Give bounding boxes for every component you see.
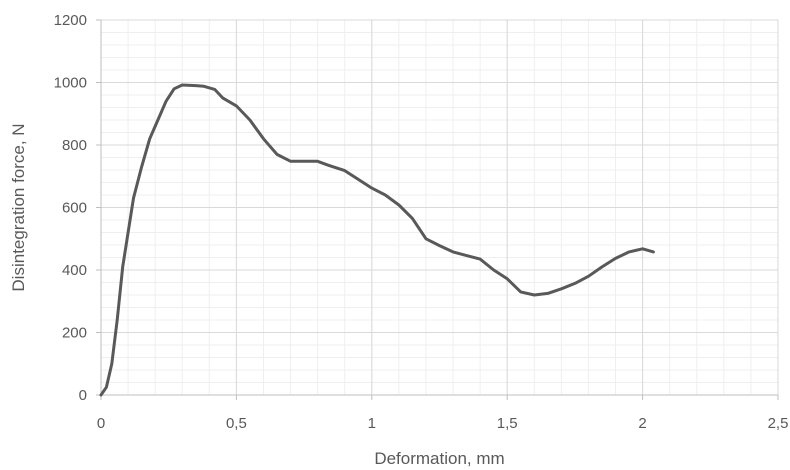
y-tick-label: 200 (62, 325, 87, 342)
y-tick-label: 1200 (54, 12, 87, 29)
x-tick-label: 0 (97, 415, 105, 432)
y-tick-labels: 0 200 400 600 800 1000 1200 (54, 12, 87, 404)
y-axis-title: Disintegration force, N (9, 123, 28, 291)
x-tick-label: 2 (638, 415, 646, 432)
x-tick-label: 1 (368, 415, 376, 432)
x-tick-label: 2,5 (768, 415, 789, 432)
major-grid (101, 19, 779, 395)
y-tick-label: 600 (62, 200, 87, 217)
x-axis-title: Deformation, mm (374, 449, 504, 468)
axes (96, 19, 779, 400)
x-tick-labels: 0 0,5 1 1,5 2 2,5 (97, 415, 789, 432)
y-tick-label: 800 (62, 137, 87, 154)
series-line (99, 83, 655, 397)
y-tick-label: 400 (62, 262, 87, 279)
y-tick-label: 1000 (54, 75, 87, 92)
x-tick-label: 1,5 (497, 415, 518, 432)
series-group (99, 83, 655, 397)
x-tick-label: 0,5 (226, 415, 247, 432)
y-tick-label: 0 (79, 387, 87, 404)
